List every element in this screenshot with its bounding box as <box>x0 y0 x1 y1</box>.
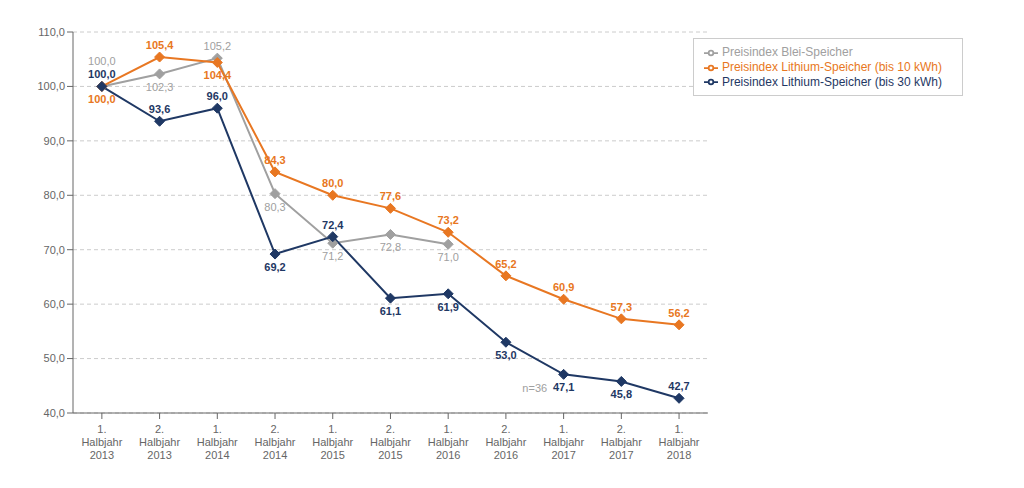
svg-text:1.Halbjahr2017: 1.Halbjahr2017 <box>543 423 584 461</box>
svg-text:57,3: 57,3 <box>611 301 632 313</box>
svg-text:84,3: 84,3 <box>264 154 285 166</box>
svg-text:2.Halbjahr2016: 2.Halbjahr2016 <box>485 423 526 461</box>
svg-text:71,0: 71,0 <box>437 251 458 263</box>
svg-text:2.Halbjahr2013: 2.Halbjahr2013 <box>139 423 180 461</box>
svg-text:2.Halbjahr2014: 2.Halbjahr2014 <box>255 423 296 461</box>
svg-text:100,0: 100,0 <box>88 55 116 67</box>
svg-text:61,1: 61,1 <box>380 305 401 317</box>
svg-text:105,2: 105,2 <box>204 40 232 52</box>
svg-text:80,0: 80,0 <box>322 177 343 189</box>
svg-text:93,6: 93,6 <box>149 103 170 115</box>
svg-text:70,0: 70,0 <box>44 244 65 256</box>
svg-text:80,0: 80,0 <box>44 189 65 201</box>
svg-text:73,2: 73,2 <box>437 214 458 226</box>
svg-text:2.Halbjahr2017: 2.Halbjahr2017 <box>601 423 642 461</box>
svg-text:40,0: 40,0 <box>44 407 65 419</box>
svg-text:80,3: 80,3 <box>264 201 285 213</box>
svg-text:105,4: 105,4 <box>146 39 174 51</box>
svg-text:77,6: 77,6 <box>380 190 401 202</box>
svg-text:61,9: 61,9 <box>437 301 458 313</box>
svg-text:n=36: n=36 <box>522 382 547 394</box>
svg-text:56,2: 56,2 <box>668 307 689 319</box>
svg-text:1.Halbjahr2014: 1.Halbjahr2014 <box>197 423 238 461</box>
html-text:Preisindex Lithium-Speicher (b: Preisindex Lithium-Speicher (bis 30 kWh) <box>721 74 942 89</box>
svg-text:2.Halbjahr2015: 2.Halbjahr2015 <box>370 423 411 461</box>
svg-text:72,8: 72,8 <box>380 241 401 253</box>
svg-text:50,0: 50,0 <box>44 352 65 364</box>
svg-text:1.Halbjahr2018: 1.Halbjahr2018 <box>659 423 700 461</box>
svg-text:1.Halbjahr2016: 1.Halbjahr2016 <box>428 423 469 461</box>
svg-text:71,2: 71,2 <box>322 250 343 262</box>
svg-text:72,4: 72,4 <box>322 219 344 231</box>
svg-text:65,2: 65,2 <box>495 258 516 270</box>
svg-text:96,0: 96,0 <box>207 90 228 102</box>
svg-text:102,3: 102,3 <box>146 81 174 93</box>
html-text:Preisindex Lithium-Speicher (b: Preisindex Lithium-Speicher (bis 10 kWh) <box>721 59 942 74</box>
svg-text:60,0: 60,0 <box>44 298 65 310</box>
svg-text:45,8: 45,8 <box>611 388 632 400</box>
svg-text:47,1: 47,1 <box>553 381 574 393</box>
svg-text:100,0: 100,0 <box>88 68 116 80</box>
svg-text:100,0: 100,0 <box>88 93 116 105</box>
svg-text:1.Halbjahr2015: 1.Halbjahr2015 <box>312 423 353 461</box>
html-text:Preisindex Blei-Speicher: Preisindex Blei-Speicher <box>721 45 853 59</box>
svg-text:53,0: 53,0 <box>495 349 516 361</box>
svg-text:110,0: 110,0 <box>38 26 65 38</box>
svg-text:90,0: 90,0 <box>44 135 65 147</box>
svg-text:100,0: 100,0 <box>37 80 65 92</box>
svg-text:69,2: 69,2 <box>264 261 285 273</box>
svg-text:104,4: 104,4 <box>204 69 232 81</box>
svg-text:1.Halbjahr2013: 1.Halbjahr2013 <box>81 423 122 461</box>
svg-text:60,9: 60,9 <box>553 281 574 293</box>
svg-text:42,7: 42,7 <box>668 380 689 392</box>
